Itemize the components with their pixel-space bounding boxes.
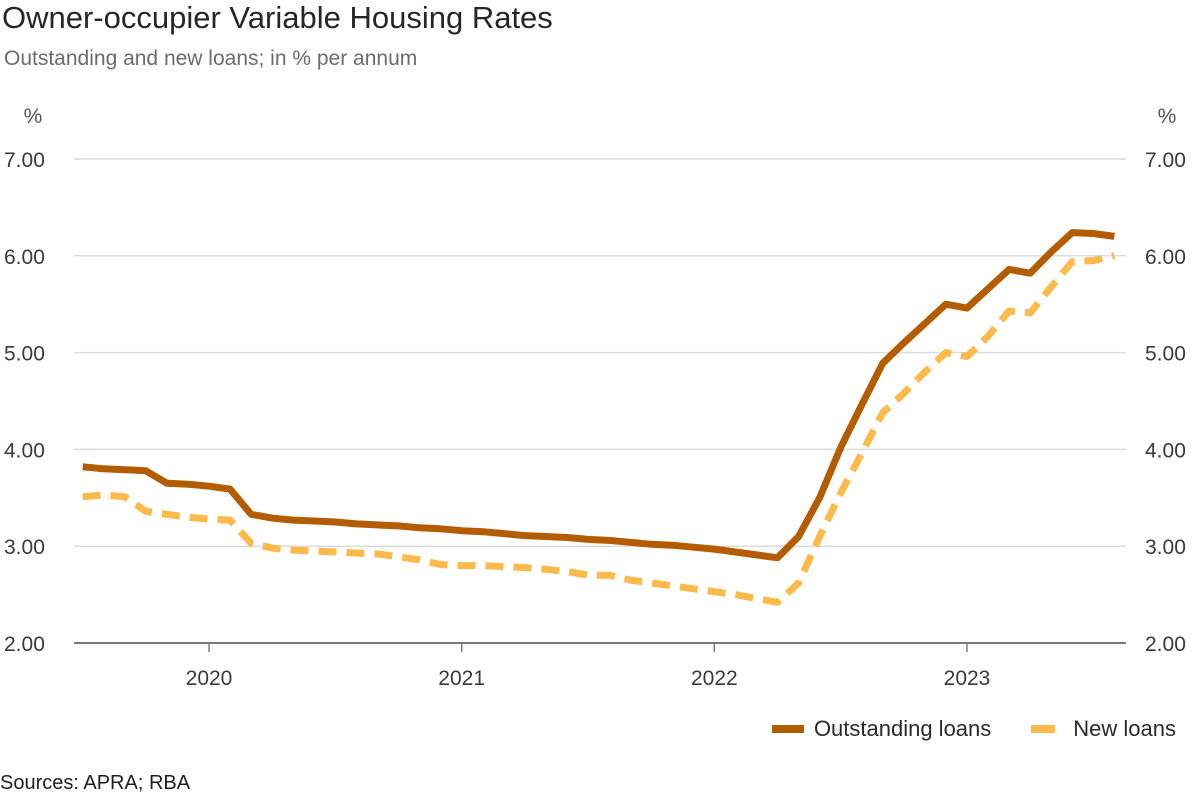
y-tick-label-right: 5.00: [1145, 343, 1186, 366]
x-axis: 2020 2021 2022 2023: [186, 643, 991, 690]
chart-title: Owner-occupier Variable Housing Rates: [2, 0, 553, 35]
y-axis-left-unit: %: [24, 105, 43, 128]
y-tick-label-left: 3.00: [4, 536, 45, 559]
y-tick-label-left: 4.00: [4, 439, 45, 462]
y-axis-right: 2.00 3.00 4.00 5.00 6.00 7.00: [1145, 149, 1186, 656]
legend-label-new: New loans: [1073, 716, 1176, 741]
y-tick-label-left: 6.00: [4, 246, 45, 269]
legend-swatch-outstanding: [771, 725, 804, 733]
y-tick-label-right: 6.00: [1145, 246, 1186, 269]
series-line-new-loans: [82, 252, 1116, 606]
y-tick-label-left: 2.00: [4, 633, 45, 656]
gridlines: [74, 158, 1126, 644]
y-tick-label-right: 2.00: [1145, 633, 1186, 656]
legend-label-outstanding: Outstanding loans: [813, 716, 992, 741]
x-tick-label: 2022: [691, 667, 738, 690]
y-tick-label-left: 7.00: [4, 149, 45, 172]
x-tick-label: 2020: [186, 667, 233, 690]
source-note: Sources: APRA; RBA: [0, 772, 191, 794]
legend-item-outstanding-loans: Outstanding loans: [771, 716, 992, 742]
y-axis-right-unit: %: [1158, 105, 1177, 128]
x-tick-label: 2023: [944, 667, 991, 690]
legend-swatch-new: [1031, 725, 1056, 733]
y-tick-label-right: 7.00: [1145, 149, 1186, 172]
legend: Outstanding loans New loans: [771, 716, 1176, 742]
y-tick-label-right: 4.00: [1145, 439, 1186, 462]
x-tick-label: 2021: [438, 667, 485, 690]
y-axis-left: 2.00 3.00 4.00 5.00 6.00 7.00: [4, 149, 45, 656]
y-tick-label-right: 3.00: [1145, 536, 1186, 559]
series-lines: [82, 229, 1116, 606]
legend-item-new-loans: New loans: [1031, 716, 1176, 742]
chart-subtitle: Outstanding and new loans; in % per annu…: [4, 47, 418, 70]
y-tick-label-left: 5.00: [4, 343, 45, 366]
series-line-outstanding-loans: [82, 229, 1115, 562]
